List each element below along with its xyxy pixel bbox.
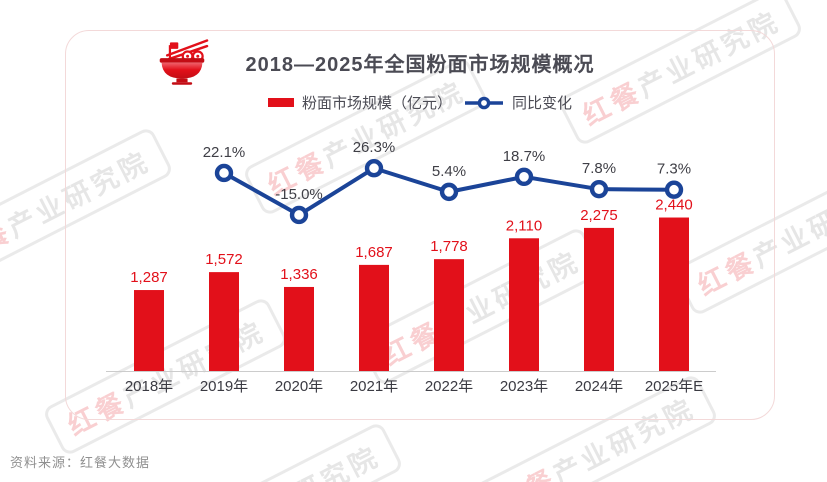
bar-value-label: 2,110	[506, 217, 542, 234]
bar-value-label: 1,778	[430, 238, 468, 255]
x-axis-label: 2021年	[350, 378, 398, 395]
line-point-2024年	[589, 179, 609, 199]
bar-2021年	[359, 264, 389, 371]
bar-value-label: 2,440	[655, 197, 693, 214]
growth-label: 7.8%	[582, 160, 616, 177]
chart-card: 2018—2025年全国粉面市场规模概况 粉面市场规模（亿元） 同比变化 1,2…	[65, 30, 775, 420]
bar-value-label: 1,287	[130, 269, 168, 286]
chart-header: 2018—2025年全国粉面市场规模概况	[66, 31, 774, 85]
legend-label-line: 同比变化	[512, 95, 573, 112]
bar-2024年	[584, 227, 614, 371]
x-axis-label: 2025年E	[645, 378, 703, 395]
noodle-bowl-icon	[159, 39, 209, 85]
line-point-2022年	[439, 182, 459, 202]
bar-swatch-icon	[267, 98, 294, 107]
bar-line-chart: 1,287 2018年 1,572 2019年 1,336 2020年 1,687 2021年…	[106, 139, 716, 395]
bar-2025年E	[659, 217, 689, 371]
growth-label: 22.1%	[203, 144, 246, 161]
growth-label: 26.3%	[353, 139, 396, 156]
bar-2023年	[509, 238, 539, 371]
chart-title: 2018—2025年全国粉面市场规模概况	[245, 54, 595, 76]
watermark-brand-text: 红餐	[0, 216, 18, 272]
bar-2019年	[209, 272, 239, 371]
legend-label-bar: 粉面市场规模（亿元）	[301, 95, 452, 112]
x-axis-label: 2022年	[425, 378, 473, 395]
x-axis-label: 2024年	[575, 378, 623, 395]
brand-watermark: 红餐产业研究院	[156, 420, 405, 482]
line-point-2025年E	[664, 180, 684, 199]
line-point-2020年	[289, 205, 309, 225]
growth-label: -15.0%	[275, 186, 323, 203]
growth-label: 18.7%	[503, 148, 546, 165]
legend-item-line: 同比变化	[464, 92, 572, 113]
bar-2018年	[134, 290, 164, 371]
x-axis-label: 2018年	[125, 378, 173, 395]
chart-legend: 粉面市场规模（亿元） 同比变化	[66, 92, 774, 113]
data-source-note: 资料来源：红餐大数据	[10, 455, 151, 470]
line-swatch-icon	[465, 96, 503, 109]
bar-2020年	[284, 286, 314, 371]
line-point-2021年	[364, 159, 384, 178]
growth-label: 5.4%	[432, 163, 466, 180]
legend-item-bar: 粉面市场规模（亿元）	[267, 92, 452, 113]
watermark-brand-text: 红餐	[493, 463, 562, 482]
line-point-2019年	[214, 163, 234, 183]
bar-value-label: 2,275	[580, 207, 618, 224]
bar-value-label: 1,572	[205, 251, 243, 268]
bar-value-label: 1,687	[355, 244, 393, 261]
x-axis-label: 2019年	[200, 378, 248, 395]
growth-label: 7.3%	[657, 161, 691, 178]
bar-2022年	[434, 259, 464, 371]
watermark-suffix-text: 产业研究院	[233, 441, 385, 482]
x-axis-label: 2020年	[275, 378, 323, 395]
bar-value-label: 1,336	[280, 266, 318, 283]
x-axis-label: 2023年	[500, 378, 548, 395]
line-point-2023年	[514, 167, 534, 187]
